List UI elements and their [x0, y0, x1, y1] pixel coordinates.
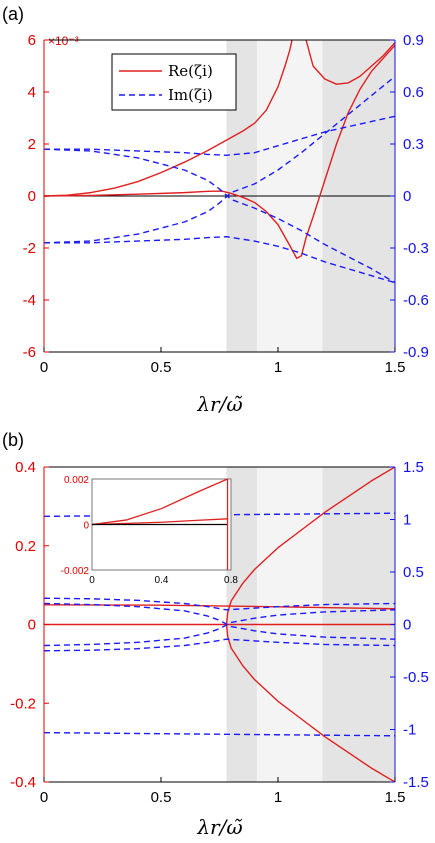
im-series-line-9	[44, 638, 395, 652]
right-tick-label: 0.5	[403, 564, 424, 581]
x-tick-label: 0	[40, 789, 48, 806]
right-tick-label: -0.6	[403, 292, 429, 309]
im-series-line-5	[44, 731, 395, 737]
panel-a-label: (a)	[2, 4, 24, 24]
legend-box	[111, 53, 237, 111]
inset-x-tick-label: 0	[89, 575, 95, 586]
im-series-line-8	[44, 609, 395, 647]
x-tick-label: 1	[274, 359, 282, 376]
inset-x-tick-label: 0.4	[155, 575, 169, 586]
panel-b-xlabel: λr/ω̃	[196, 815, 242, 839]
re-series-line-2	[44, 44, 395, 260]
re-series-line-0	[44, 604, 395, 610]
im-series-line-5	[44, 75, 395, 244]
inset-y-tick-label: -0.002	[61, 566, 90, 577]
re-series-line-3	[225, 624, 395, 782]
left-tick-label: -4	[23, 292, 36, 309]
right-tick-label: -0.9	[403, 344, 429, 361]
right-tick-label: 0.9	[403, 32, 424, 49]
inset-y-tick-label: 0.002	[64, 475, 89, 486]
im-series-line-7	[44, 602, 395, 640]
left-tick-label: 0.2	[15, 538, 36, 555]
inset-series-line-1	[91, 518, 228, 526]
right-tick-label: 0.6	[403, 84, 424, 101]
left-tick-label: 6	[28, 32, 36, 49]
panel-b: (b) 0 0.5 1 1.5 -0.4 -0.2 0 0.2 0.4 -1.5 -1 -0.5 0 0.…	[2, 430, 429, 839]
panel-a: (a) ×10⁻³ 0 0.5 1 1.5 -6 -4 -2 0 2 4 6 -0.9 -0.6 -0.3…	[2, 4, 429, 416]
left-tick-label: -0.4	[10, 774, 36, 791]
left-tick-label: 0	[28, 617, 36, 634]
legend-re-label: Re(ζi)	[168, 62, 213, 80]
im-series-line-6	[44, 236, 395, 284]
im-series-line-6	[44, 597, 395, 611]
right-tick-label: -0.3	[403, 240, 429, 257]
left-tick-label: -0.2	[10, 695, 36, 712]
x-tick-label: 1.5	[385, 359, 406, 376]
re-series-line-0	[44, 40, 293, 197]
right-tick-label: -1.5	[403, 774, 429, 791]
left-tick-label: 4	[28, 84, 36, 101]
re-series-line-2	[225, 467, 395, 625]
left-tick-label: 2	[28, 136, 36, 153]
panel-a-left-multiplier: ×10⁻³	[48, 34, 79, 48]
inset-y-tick-label: 0	[83, 521, 89, 532]
x-tick-label: 0.5	[151, 789, 172, 806]
left-tick-label: -6	[23, 344, 36, 361]
panel-b-label: (b)	[2, 430, 24, 450]
x-tick-label: 0.5	[151, 359, 172, 376]
x-tick-label: 0	[40, 359, 48, 376]
x-tick-label: 1.5	[385, 789, 406, 806]
inset-series-line-0	[91, 478, 228, 526]
panel-a-xlabel: λr/ω̃	[196, 392, 242, 416]
panel-a-legend: Re(ζi) Im(ζi)	[111, 53, 237, 111]
left-tick-label: 0.4	[15, 459, 36, 476]
inset-x-tick-label: 0.8	[224, 575, 238, 586]
right-tick-label: 0.3	[403, 136, 424, 153]
re-series-line-1	[305, 40, 395, 85]
right-tick-label: -1	[403, 722, 416, 739]
right-tick-label: -0.5	[403, 669, 429, 686]
right-tick-label: 0	[403, 188, 411, 205]
right-tick-label: 0	[403, 617, 411, 634]
im-series-line-4	[44, 148, 395, 284]
right-tick-label: 1	[403, 512, 411, 529]
im-series-line-3	[44, 115, 395, 156]
legend-im-label: Im(ζi)	[168, 86, 213, 104]
left-tick-label: -2	[23, 240, 36, 257]
left-tick-label: 0	[28, 188, 36, 205]
x-tick-label: 1	[274, 789, 282, 806]
right-tick-label: 1.5	[403, 459, 424, 476]
